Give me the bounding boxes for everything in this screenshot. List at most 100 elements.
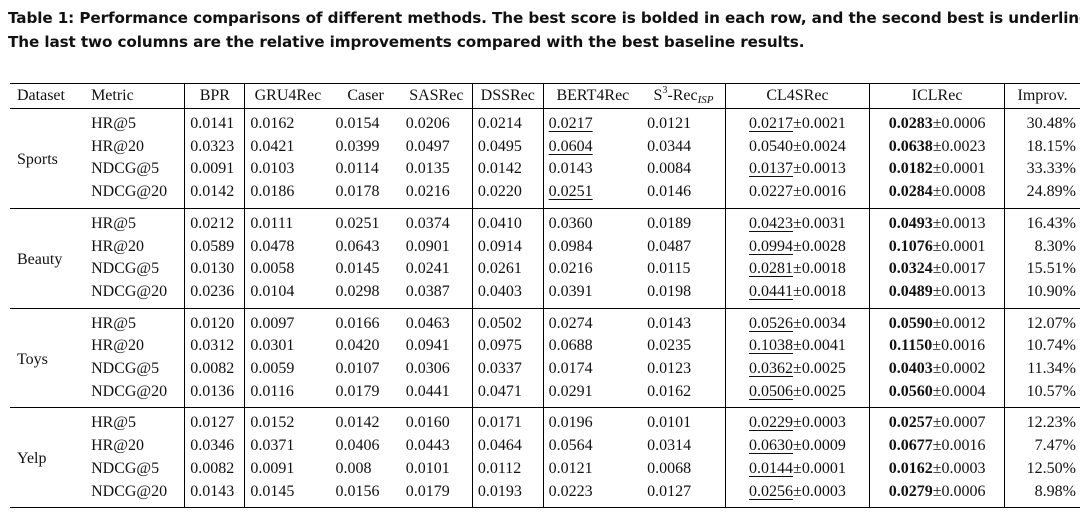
s3rec-value: 0.0121 — [647, 115, 692, 132]
s3rec-value: 0.0068 — [647, 459, 692, 477]
cl4srec-cell: 0.0137±0.0013 — [724, 158, 870, 182]
s3rec-cell: 0.0487 — [642, 236, 725, 259]
metric-cell: NDCG@20 — [91, 282, 168, 300]
dssrec-cell: 0.0975 — [471, 335, 544, 359]
iclrec-mean: 0.1076 — [888, 237, 933, 255]
bpr-cell: 0.0141 — [184, 108, 245, 136]
caser-cell: 0.0166 — [330, 308, 400, 335]
iclrec-std: ±0.0001 — [932, 237, 986, 255]
iclrec-std: ±0.0023 — [932, 137, 986, 155]
results-table: Dataset Metric BPR GRU4Rec Caser SASRec … — [10, 83, 1080, 508]
improv-cell: 10.57% — [1004, 380, 1080, 408]
gru4rec-cell: 0.0059 — [244, 358, 331, 381]
metric-cell: HR@5 — [91, 314, 137, 332]
caser-value: 0.0156 — [335, 482, 380, 500]
sasrec-value: 0.0901 — [405, 237, 450, 255]
cl4srec-std: ±0.0025 — [793, 360, 846, 378]
cl4srec-std: ±0.0025 — [793, 382, 846, 400]
s3rec-value: 0.0189 — [647, 214, 692, 232]
sasrec-cell: 0.0206 — [401, 109, 473, 136]
dssrec-value: 0.0337 — [477, 360, 522, 378]
iclrec-cell: 0.0677±0.0016 — [869, 435, 1005, 458]
cl4srec-cell: 0.0540±0.0024 — [724, 135, 870, 159]
dssrec-cell: 0.0142 — [471, 158, 544, 182]
bert4rec-cell: 0.0274 — [542, 308, 643, 336]
caption-line-2: The last two columns are the relative im… — [8, 33, 805, 51]
caser-cell: 0.008 — [330, 458, 400, 481]
dataset-name: Yelp — [17, 450, 47, 468]
cl4srec-mean: 0.0994 — [749, 237, 794, 255]
header-s3rec-sub: ISP — [697, 94, 714, 106]
header-metric: Metric — [91, 87, 134, 104]
s3rec-value: 0.0162 — [647, 382, 692, 400]
bert4rec-value: 0.0216 — [548, 260, 593, 278]
bert4rec-cell: 0.0223 — [542, 480, 643, 508]
improv-cell: 33.33% — [1004, 158, 1080, 182]
sasrec-cell: 0.0306 — [401, 358, 473, 381]
sasrec-value: 0.0241 — [405, 260, 450, 278]
sasrec-value: 0.0179 — [405, 482, 450, 500]
bpr-cell: 0.0136 — [184, 380, 245, 408]
table-row: HR@20 0.0346 0.0371 0.0406 0.0443 0.0464 0.056… — [10, 435, 1080, 458]
header-bpr: BPR — [184, 83, 245, 109]
iclrec-cell: 0.0590±0.0012 — [869, 308, 1005, 336]
caser-value: 0.0107 — [335, 360, 380, 378]
metric-cell: HR@20 — [91, 437, 145, 455]
dssrec-value: 0.0410 — [477, 214, 522, 232]
dssrec-cell: 0.0214 — [471, 108, 544, 136]
bert4rec-cell: 0.0291 — [542, 380, 643, 408]
gru4rec-cell: 0.0097 — [244, 308, 331, 336]
cl4srec-std: ±0.0034 — [793, 314, 846, 332]
metric-cell: NDCG@5 — [91, 260, 160, 278]
bert4rec-value: 0.0196 — [548, 414, 593, 432]
cl4srec-std: ±0.0001 — [793, 459, 846, 477]
gru4rec-cell: 0.0162 — [244, 108, 331, 136]
bpr-value: 0.0130 — [190, 260, 235, 278]
sasrec-cell: 0.0179 — [401, 481, 473, 508]
sasrec-cell: 0.0101 — [401, 458, 473, 481]
header-sasrec: SASRec — [409, 87, 464, 104]
caser-value: 0.0166 — [335, 314, 380, 332]
s3rec-value: 0.0314 — [647, 437, 692, 455]
dssrec-value: 0.0193 — [477, 482, 522, 500]
iclrec-std: ±0.0007 — [932, 414, 986, 432]
sasrec-cell: 0.0941 — [401, 335, 473, 358]
cl4srec-cell: 0.0227±0.0016 — [724, 181, 870, 209]
header-iclrec: ICLRec — [869, 83, 1005, 109]
iclrec-cell: 0.0493±0.0013 — [869, 208, 1005, 236]
sasrec-value: 0.0374 — [405, 214, 450, 232]
cl4srec-mean: 0.0229 — [749, 414, 794, 432]
gru4rec-value: 0.0301 — [250, 337, 295, 355]
gru4rec-value: 0.0058 — [250, 260, 295, 278]
iclrec-mean: 0.0590 — [888, 314, 933, 332]
iclrec-std: ±0.0008 — [932, 183, 986, 201]
bert4rec-cell: 0.0251 — [542, 181, 643, 209]
cl4srec-cell: 0.0526±0.0034 — [724, 308, 870, 336]
iclrec-mean: 0.0638 — [888, 137, 933, 155]
table-row: HR@20 0.0589 0.0478 0.0643 0.0901 0.0914 0.098… — [10, 235, 1080, 259]
dssrec-value: 0.0171 — [477, 414, 522, 432]
cl4srec-std: ±0.0003 — [793, 482, 846, 500]
gru4rec-cell: 0.0116 — [244, 380, 331, 408]
caser-cell: 0.0251 — [330, 208, 400, 235]
dssrec-cell: 0.0471 — [471, 380, 544, 408]
metric-cell: HR@5 — [91, 414, 137, 432]
s3rec-cell: 0.0146 — [642, 181, 725, 208]
caser-value: 0.0142 — [335, 414, 380, 432]
caser-value: 0.0406 — [335, 437, 380, 455]
cl4srec-std: ±0.0028 — [793, 237, 846, 255]
iclrec-cell: 0.0560±0.0004 — [869, 380, 1005, 408]
iclrec-mean: 0.1150 — [889, 337, 933, 355]
header-s3rec-prefix: S — [653, 87, 663, 104]
bert4rec-value: 0.0251 — [548, 183, 593, 201]
bpr-cell: 0.0127 — [184, 407, 245, 436]
iclrec-mean: 0.0257 — [888, 414, 933, 432]
cl4srec-mean: 0.0227 — [749, 183, 794, 201]
s3rec-cell: 0.0123 — [642, 358, 725, 381]
iclrec-std: ±0.0002 — [932, 360, 986, 378]
dssrec-value: 0.0142 — [477, 160, 522, 178]
s3rec-value: 0.0101 — [647, 414, 692, 432]
bpr-value: 0.0346 — [190, 437, 235, 455]
cl4srec-cell: 0.0994±0.0028 — [724, 235, 870, 259]
dssrec-value: 0.0261 — [477, 260, 522, 278]
